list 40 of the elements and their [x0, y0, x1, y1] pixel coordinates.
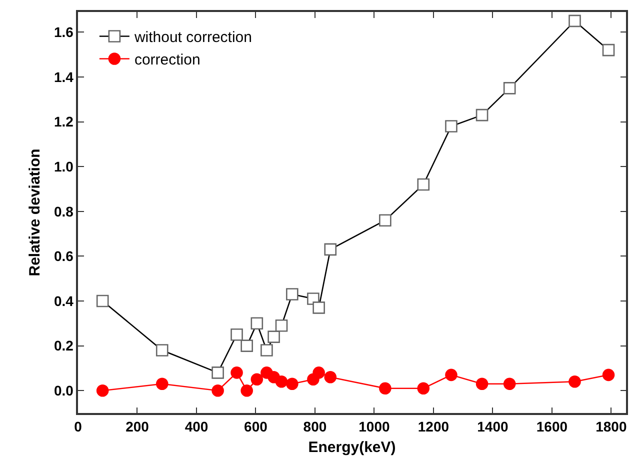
y-axis-title: Relative deviation: [26, 148, 44, 276]
point: [286, 378, 298, 390]
point: [476, 378, 488, 390]
x-tick-label: 600: [244, 418, 268, 435]
point: [324, 371, 337, 384]
x-tick-label: 200: [126, 418, 150, 435]
y-tick-label: 0.4: [54, 292, 74, 309]
x-tick-label: 400: [184, 418, 208, 435]
x-tick-label: 1600: [536, 418, 568, 435]
y-tick-label: 1.4: [54, 68, 74, 85]
y-tick-label: 0.8: [54, 203, 74, 220]
point: [312, 366, 325, 379]
point: [379, 382, 392, 395]
legend-label: without correction: [133, 29, 252, 46]
x-axis-title: Energy(keV): [308, 439, 396, 456]
point: [96, 384, 109, 397]
x-tick-label: 1800: [596, 418, 627, 435]
point: [212, 384, 224, 397]
x-tick-label: 1000: [358, 418, 390, 435]
y-tick-label: 1.6: [54, 24, 74, 40]
y-tick-label: 0.0: [54, 382, 74, 398]
y-tick-label: 0.6: [54, 248, 74, 264]
point: [230, 366, 243, 379]
point: [445, 368, 458, 382]
y-tick-label: 0.2: [54, 338, 74, 354]
x-tick-label: 0: [74, 418, 82, 435]
x-tick-label: 800: [303, 418, 327, 435]
point: [275, 375, 288, 388]
legend-label: correction: [134, 52, 200, 69]
x-tick-label: 1400: [477, 418, 508, 435]
point: [417, 382, 430, 395]
point: [602, 368, 615, 382]
y-tick-label: 1.2: [54, 114, 74, 130]
y-tick-label: 1.0: [54, 158, 74, 174]
point: [503, 378, 516, 390]
x-tick-label: 1200: [418, 418, 450, 435]
point: [156, 378, 168, 390]
point: [250, 373, 264, 386]
point: [240, 384, 253, 397]
point: [568, 375, 581, 388]
